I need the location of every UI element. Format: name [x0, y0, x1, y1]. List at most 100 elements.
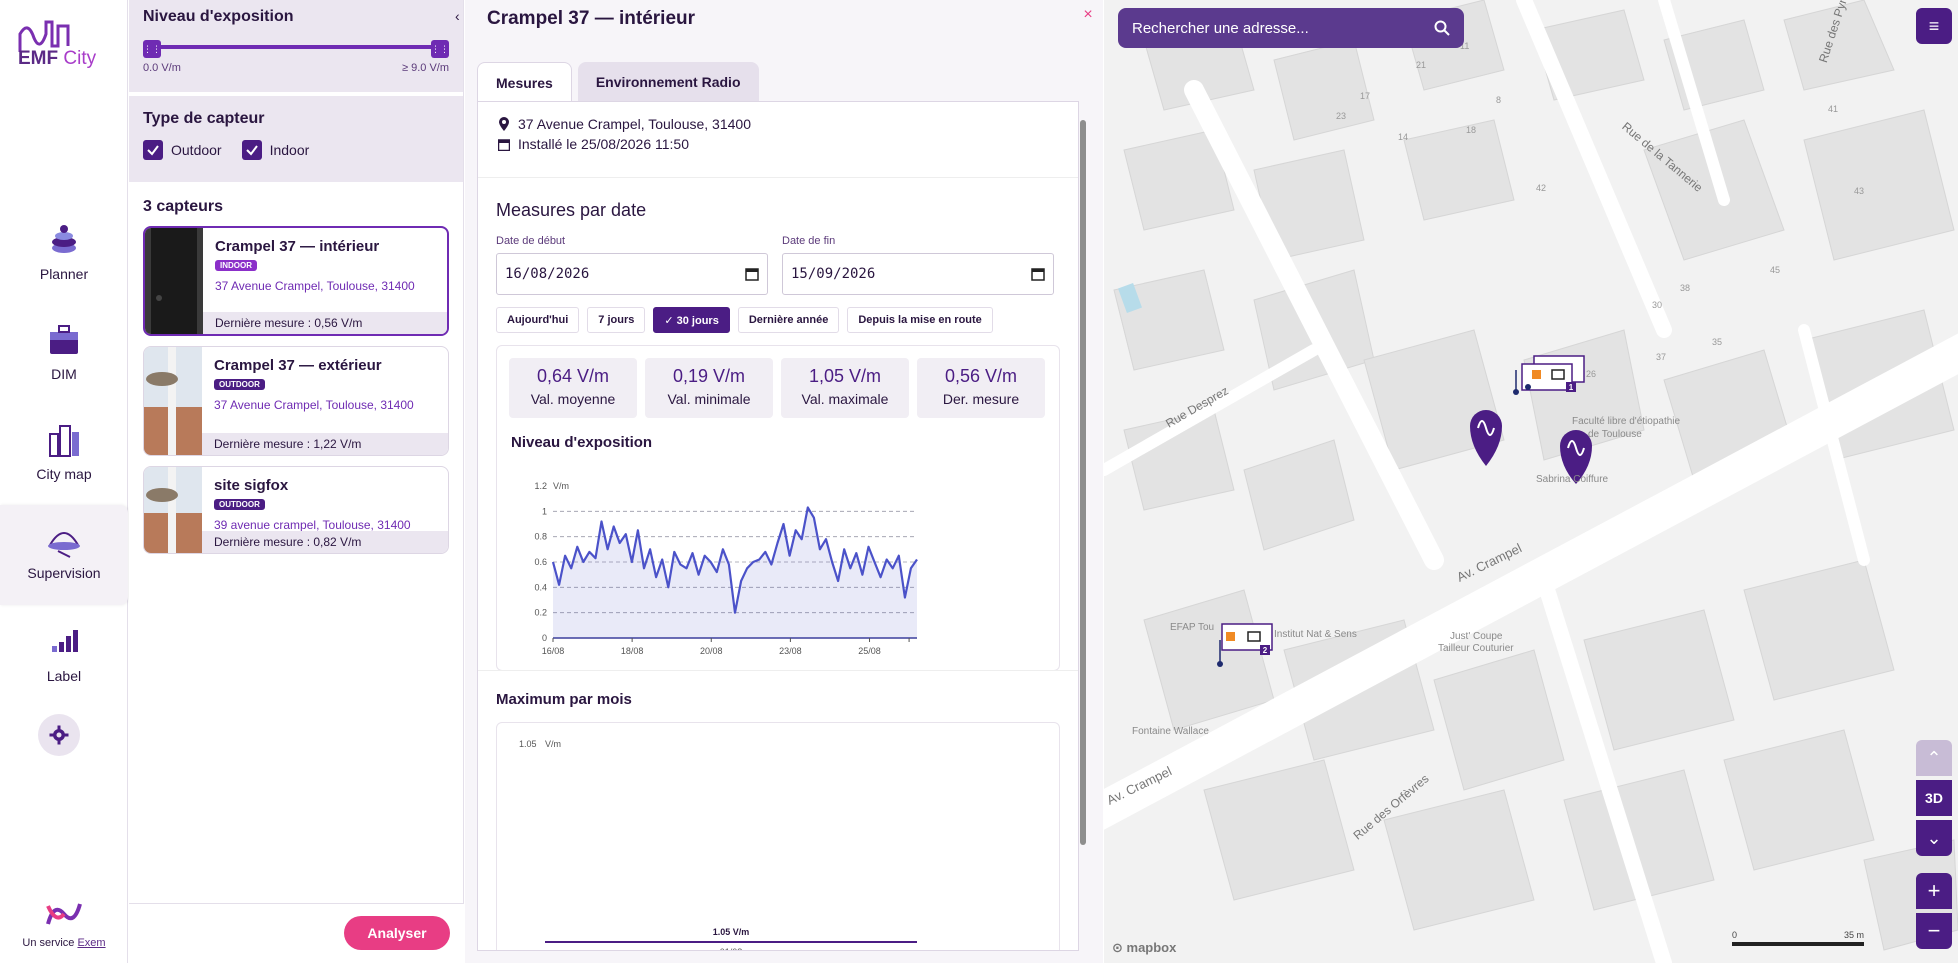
sensor-info: 37 Avenue Crampel, Toulouse, 31400 Insta…	[478, 102, 1078, 178]
stat-maximum: 1,05 V/m Val. maximale	[781, 358, 909, 418]
start-date-value: 16/08/2026	[505, 266, 590, 282]
sensor-pin-marker[interactable]	[1560, 430, 1592, 484]
range-today-button[interactable]: Aujourd'hui	[496, 307, 580, 333]
search-placeholder: Rechercher une adresse...	[1132, 19, 1309, 37]
nav-supervision[interactable]: Supervision	[0, 505, 128, 605]
sensor-pin-marker[interactable]	[1470, 410, 1502, 466]
nav-supervision-label: Supervision	[27, 565, 101, 581]
map-canvas[interactable]: 1 2	[1104, 0, 1958, 963]
settings-button[interactable]	[38, 714, 80, 756]
install-date: Installé le 25/08/2026 11:50	[518, 136, 689, 152]
exem-link[interactable]: Exem	[77, 937, 106, 949]
tilt-up-chevron-icon[interactable]: ⌃	[1916, 740, 1952, 776]
outdoor-checkbox[interactable]: Outdoor	[143, 140, 222, 160]
stat-last: 0,56 V/m Der. mesure	[917, 358, 1045, 418]
sensor-card[interactable]: site sigfox OUTDOOR 39 avenue crampel, T…	[143, 466, 449, 554]
nav-label[interactable]: Label	[0, 622, 128, 722]
sensor-card[interactable]: Crampel 37 — intérieur INDOOR 37 Avenue …	[143, 226, 449, 336]
zoom-in-plus-icon[interactable]: +	[1916, 873, 1952, 909]
mapbox-attribution[interactable]: ⊙ mapbox	[1112, 940, 1177, 955]
scale-bar	[1732, 942, 1864, 946]
range-30-days-button[interactable]: ✓ 30 jours	[653, 307, 730, 333]
sensor-type-badge: OUTDOOR	[214, 499, 265, 510]
sensor-card[interactable]: Crampel 37 — extérieur OUTDOOR 37 Avenue…	[143, 346, 449, 456]
sensor-last-measure: Dernière mesure : 1,22 V/m	[202, 433, 448, 455]
map-3d-toggle-button[interactable]: 3D	[1916, 780, 1952, 816]
tilt-down-chevron-icon[interactable]: ⌄	[1916, 820, 1952, 856]
slider-max-handle[interactable]: ⋮⋮	[431, 40, 449, 58]
stats-card: 0,64 V/m Val. moyenne 0,19 V/m Val. minima…	[496, 345, 1060, 671]
logo-text: EMF City	[18, 48, 96, 70]
logo-wave-icon	[18, 20, 70, 52]
sensor-last-measure: Dernière mesure : 0,56 V/m	[203, 312, 447, 334]
check-icon	[241, 140, 262, 160]
poi-label: de Toulouse	[1588, 429, 1642, 440]
range-since-start-button[interactable]: Depuis la mise en route	[847, 307, 993, 333]
address-search-input[interactable]: Rechercher une adresse...	[1118, 8, 1464, 48]
calendar-icon[interactable]	[1031, 267, 1045, 281]
stat-value: 1,05 V/m	[808, 366, 882, 386]
end-date-value: 15/09/2026	[791, 266, 876, 282]
sensor-name: Crampel 37 — intérieur	[215, 238, 380, 255]
indoor-checkbox[interactable]: Indoor	[241, 140, 309, 160]
stat-value: 0,64 V/m	[536, 366, 610, 386]
y-tick-label: 1.2	[534, 481, 547, 491]
x-tick-label: 25/08	[858, 646, 881, 656]
label-bars-icon	[52, 630, 78, 652]
poi-label: Sabrina Coiffure	[1536, 474, 1609, 485]
stat-value: 0,19 V/m	[672, 366, 746, 386]
series-line	[551, 506, 918, 614]
sensor-last-measure: Dernière mesure : 0,82 V/m	[202, 531, 448, 553]
scale-end: 35 m	[1843, 930, 1864, 940]
logo-city: City	[63, 48, 97, 69]
x-tick-label: 16/08	[542, 646, 565, 656]
map-view[interactable]: 1 2 Rue des Pyrénées Rue de la Tannerie …	[1104, 0, 1958, 963]
bar	[545, 941, 917, 943]
house-number: 8	[1496, 95, 1502, 105]
calendar-icon[interactable]	[745, 267, 759, 281]
search-icon[interactable]	[1434, 20, 1450, 36]
slider-track	[151, 45, 441, 49]
end-date-input[interactable]: 15/09/2026	[782, 253, 1054, 295]
detail-content: 37 Avenue Crampel, Toulouse, 31400 Insta…	[477, 101, 1079, 951]
start-date-input[interactable]: 16/08/2026	[496, 253, 768, 295]
sensor-photo	[144, 347, 202, 455]
slider-min-handle[interactable]: ⋮⋮	[143, 40, 161, 58]
planner-stack-icon	[52, 225, 76, 253]
detail-scrollbar[interactable]	[1077, 108, 1089, 948]
supervision-dome-icon	[48, 532, 80, 558]
nav-dim[interactable]: DIM	[0, 320, 128, 420]
close-icon[interactable]: ×	[1083, 6, 1093, 23]
cluster-marker-2[interactable]: 2	[1217, 623, 1273, 667]
exposure-line-chart: 0 0.2 0.4 0.6 0.8 1 1.2 V/m 16/08 18/08 20/08 23/08…	[534, 481, 918, 656]
scrollbar-thumb[interactable]	[1080, 120, 1086, 845]
map-scale: 0 35 m	[1732, 930, 1864, 946]
map-menu-icon[interactable]: ≡	[1916, 8, 1952, 44]
range-7-days-button[interactable]: 7 jours	[587, 307, 646, 333]
y-tick-label: 1	[542, 506, 547, 516]
sensor-address: 37 Avenue Crampel, Toulouse, 31400	[214, 398, 414, 412]
city-map-buildings-icon	[49, 425, 79, 457]
house-number: 23	[1336, 111, 1347, 121]
monthly-max-section: Maximum par mois 1.05 V/m 1.05 V/m 01/08	[478, 670, 1078, 950]
zoom-out-minus-icon[interactable]: −	[1916, 913, 1952, 949]
tab-mesures[interactable]: Mesures	[477, 62, 572, 102]
range-last-year-button[interactable]: Dernière année	[737, 307, 840, 333]
poi-label: Just' Coupe	[1450, 631, 1503, 642]
tab-environnement-radio[interactable]: Environnement Radio	[577, 62, 759, 102]
nav-city-map[interactable]: City map	[0, 420, 128, 520]
nav-planner[interactable]: Planner	[0, 220, 128, 320]
sensor-name: site sigfox	[214, 477, 289, 494]
y-tick-label: 0.6	[534, 557, 547, 567]
cluster-marker-1[interactable]: 1	[1513, 355, 1585, 395]
y-tick-label: 0.2	[534, 608, 547, 618]
analyse-button[interactable]: Analyser	[344, 916, 450, 950]
exposure-range-slider[interactable]: ⋮⋮ ⋮⋮	[143, 40, 449, 58]
exem-logo-icon	[46, 903, 82, 925]
collapse-panel-chevron-icon[interactable]: ‹	[455, 8, 460, 24]
emf-city-logo[interactable]	[16, 16, 106, 76]
stat-label: Val. maximale	[801, 391, 889, 407]
sensor-count: 3 capteurs	[143, 198, 224, 215]
stat-label: Val. minimale	[667, 391, 751, 407]
nav-dim-label: DIM	[51, 366, 77, 382]
